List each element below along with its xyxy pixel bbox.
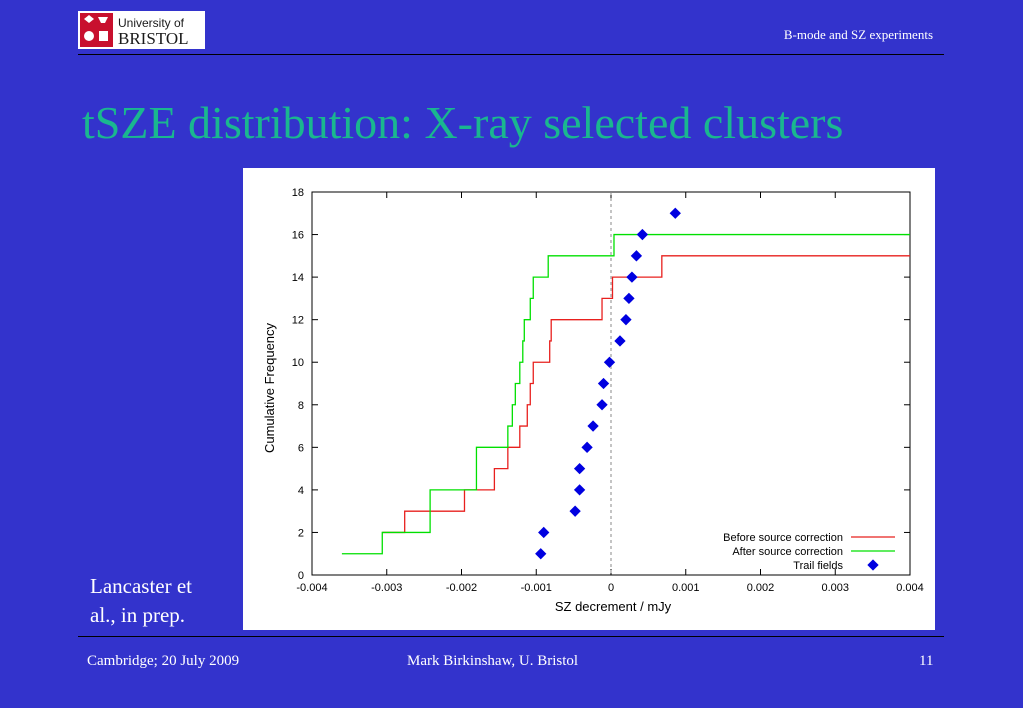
trail-point (614, 335, 626, 347)
y-tick-label: 2 (298, 527, 304, 539)
citation-caption: Lancaster et al., in prep. (90, 572, 192, 630)
footer-divider (78, 636, 944, 637)
trail-point (597, 377, 610, 390)
legend-label: Before source correction (723, 532, 843, 544)
university-logo: University of BRISTOL (78, 11, 205, 49)
caption-line-2: al., in prep. (90, 603, 186, 627)
trail-point (623, 292, 635, 305)
x-tick-label: -0.003 (371, 582, 402, 594)
caption-line-1: Lancaster et (90, 574, 193, 598)
logo-line2: BRISTOL (118, 29, 189, 48)
trail-point (603, 356, 616, 368)
x-axis-label: SZ decrement / mJy (555, 599, 672, 614)
y-tick-label: 4 (298, 485, 304, 497)
legend-label: Trail fields (793, 560, 843, 572)
x-tick-label: -0.002 (446, 582, 477, 594)
x-tick-label: 0 (608, 582, 614, 594)
series-line-1 (341, 233, 910, 555)
trail-point (573, 484, 586, 496)
trail-point (538, 526, 550, 539)
slide-title: tSZE distribution: X-ray selected cluste… (82, 97, 844, 148)
trail-point (596, 399, 608, 411)
y-axis-label: Cumulative Frequency (262, 322, 277, 453)
y-tick-label: 10 (292, 357, 304, 369)
y-tick-label: 12 (292, 315, 304, 327)
crest-icon (80, 13, 113, 47)
y-tick-label: 6 (298, 442, 304, 454)
x-tick-label: -0.001 (521, 582, 552, 594)
footer-author: Mark Birkinshaw, U. Bristol (407, 653, 579, 669)
trail-point (620, 314, 632, 326)
trail-point (535, 548, 547, 560)
legend-swatch (867, 559, 879, 571)
trail-point (636, 228, 649, 241)
page-number: 11 (919, 653, 934, 669)
chart-panel: -0.004 -0.003 -0.002 -0.001 0 0.001 0.002 0.003… (243, 168, 935, 630)
x-tick-label: 0.004 (896, 582, 924, 594)
y-tick-label: 18 (292, 187, 304, 199)
y-tick-label: 14 (292, 272, 304, 284)
trail-point (573, 462, 586, 475)
trail-point (630, 250, 643, 262)
y-tick-label: 8 (298, 400, 304, 412)
cumulative-frequency-chart: -0.004 -0.003 -0.002 -0.001 0 0.001 0.002 0.003… (262, 187, 924, 614)
x-tick-label: 0.003 (821, 582, 849, 594)
footer-event: Cambridge; 20 July 2009 (87, 653, 240, 669)
y-tick-label: 0 (298, 570, 304, 582)
header-divider (78, 54, 944, 55)
trail-point (581, 441, 593, 453)
trail-point (669, 207, 681, 219)
trail-point (569, 505, 581, 517)
x-tick-label: 0.002 (747, 582, 775, 594)
x-tick-label: -0.004 (296, 582, 327, 594)
x-tick-label: 0.001 (672, 582, 700, 594)
series-line-0 (382, 255, 910, 534)
trail-point (587, 420, 599, 432)
legend-label: After source correction (732, 546, 843, 558)
y-tick-label: 16 (292, 230, 304, 242)
trail-point (626, 271, 638, 283)
logo-line1: University of (118, 16, 185, 30)
slide-topic: B-mode and SZ experiments (783, 27, 933, 42)
chart-legend: Before source correction After source cor… (723, 532, 895, 572)
